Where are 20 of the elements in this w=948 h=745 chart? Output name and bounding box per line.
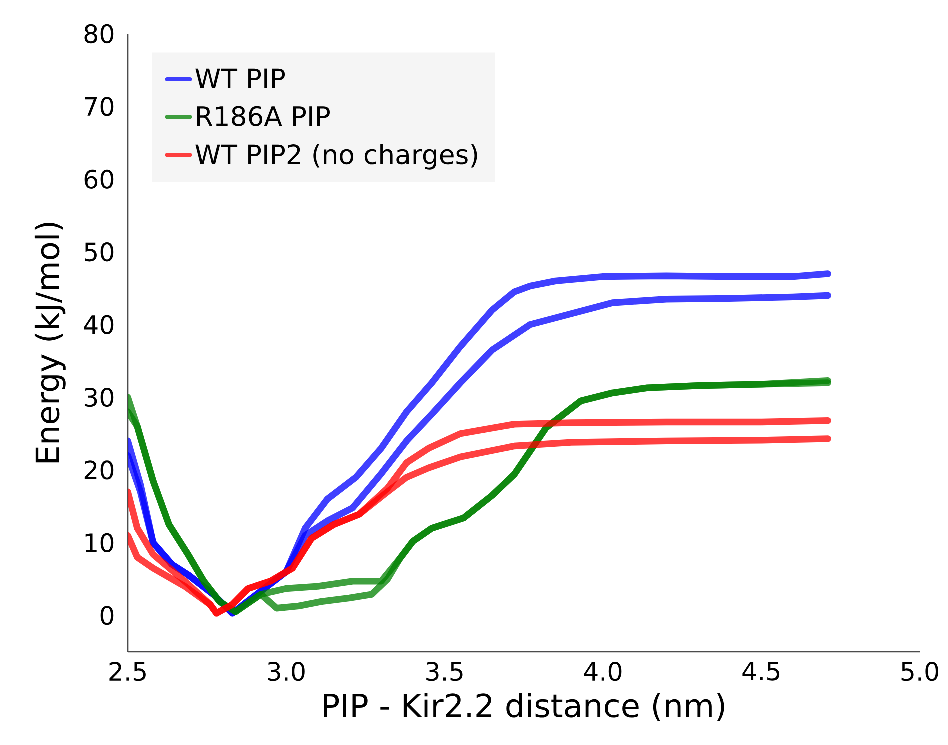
y-axis-title: Energy (kJ/mol) [34, 222, 66, 463]
y-tick-label: 40 [84, 315, 114, 334]
x-axis-title: PIP - Kir2.2 distance (nm) [324, 693, 724, 722]
legend-label: WT PIP [196, 68, 286, 88]
y-tick-label: 20 [84, 460, 114, 480]
legend-label: R186A PIP [197, 106, 330, 126]
x-tick-label: 5.0 [902, 662, 938, 682]
y-tick-label: 0 [100, 606, 114, 626]
x-tick-label: 2.5 [110, 662, 146, 682]
y-tick-label: 10 [86, 533, 114, 553]
y-tick-label: 50 [85, 242, 114, 262]
x-tick-label: 4.0 [584, 662, 622, 682]
x-tick-label: 3.0 [268, 662, 305, 682]
y-tick-label: 30 [84, 388, 114, 408]
legend-label: WT PIP2 (no charges) [196, 144, 478, 170]
y-tick-label: 60 [84, 170, 114, 189]
x-tick-label: 3.5 [426, 662, 463, 682]
y-tick-label: 70 [85, 97, 114, 116]
x-tick-label: 4.5 [742, 662, 780, 681]
y-tick-label: 80 [84, 24, 114, 44]
